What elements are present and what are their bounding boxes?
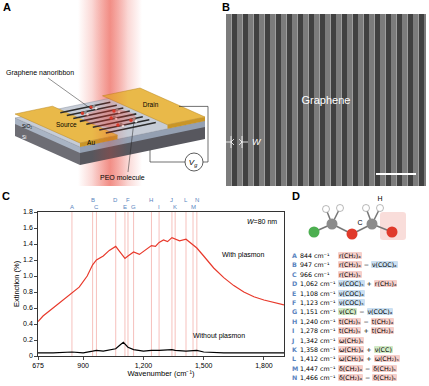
svg-text:0.2: 0.2: [23, 336, 33, 343]
svg-text:H: H: [377, 195, 382, 202]
svg-text:K: K: [173, 204, 177, 210]
svg-text:C: C: [94, 204, 99, 210]
svg-text:0.4: 0.4: [23, 320, 33, 327]
svg-text:Graphene: Graphene: [302, 94, 351, 106]
html-text:N 1,466 cm⁻¹: N 1,466 cm⁻¹: [292, 374, 336, 382]
html-text:947 cm⁻¹: 947 cm⁻¹: [300, 261, 330, 269]
svg-text:A: A: [70, 204, 74, 210]
html-text:r(CH₂)ₐ: r(CH₂)ₐ: [339, 252, 361, 259]
html-text:r(CH₂)ₛ: r(CH₂)ₛ: [339, 270, 361, 278]
html-text:1,358 cm⁻¹: 1,358 cm⁻¹: [300, 346, 336, 354]
svg-text:SiO₂: SiO₂: [22, 123, 32, 129]
svg-text:M: M: [191, 204, 196, 210]
svg-text:N: N: [195, 197, 199, 203]
html-text:ν(COC)ₐ: ν(COC)ₐ: [339, 289, 364, 297]
svg-text:J: J: [170, 197, 173, 203]
svg-text:H: H: [149, 197, 153, 203]
html-text:ω(CH₂)ₐ + ω(CH₂)ₛ: ω(CH₂)ₐ + ω(CH₂)ₛ: [339, 355, 399, 363]
svg-text:C: C: [357, 219, 362, 226]
svg-text:Extinction (%): Extinction (%): [12, 260, 21, 307]
svg-text:1,200: 1,200: [135, 362, 153, 369]
svg-text:0: 0: [29, 352, 33, 359]
html-text:t(CH₂)ₛ + t(CH₂)ₐ: t(CH₂)ₛ + t(CH₂)ₐ: [339, 327, 394, 335]
html-text:ω(CH₂)ₐ + ν(CC): ω(CH₂)ₐ + ν(CC): [339, 346, 392, 354]
html-text:H 1,240 cm⁻¹: H 1,240 cm⁻¹: [292, 317, 336, 325]
svg-text:1.0: 1.0: [23, 272, 33, 279]
html-text:δ(CH₂)ₐ − δ(CH₂)ₛ: δ(CH₂)ₐ − δ(CH₂)ₛ: [339, 364, 396, 372]
svg-text:Graphene nanoribbon: Graphene nanoribbon: [6, 69, 74, 77]
svg-text:1.2: 1.2: [23, 256, 33, 263]
html-text:ν(COC)ₛ + r(CH₂)ₐ: ν(COC)ₛ + r(CH₂)ₐ: [339, 280, 397, 288]
html-text:ν(CC) − ν(COC)ₐ: ν(CC) − ν(COC)ₐ: [339, 308, 393, 316]
svg-text:0.6: 0.6: [23, 304, 33, 311]
html-text:A: A: [292, 252, 297, 259]
html-text:1,412 cm⁻¹: 1,412 cm⁻¹: [300, 355, 336, 363]
html-text:G 1,151 cm⁻¹: G 1,151 cm⁻¹: [292, 308, 336, 316]
svg-text:1.6: 1.6: [23, 224, 33, 231]
svg-text:I: I: [158, 204, 160, 210]
svg-text:0.8: 0.8: [23, 288, 33, 295]
html-text:C: C: [2, 190, 10, 202]
html-text:1,108 cm⁻¹: 1,108 cm⁻¹: [300, 289, 336, 297]
svg-text:Vg: Vg: [189, 158, 198, 168]
svg-text:L: L: [184, 197, 188, 203]
svg-text:Au: Au: [87, 139, 95, 146]
svg-text:W=80 nm: W=80 nm: [247, 218, 277, 225]
html-text:C: C: [292, 270, 297, 278]
svg-text:675: 675: [32, 362, 44, 369]
html-text:ν(COC)ₛ: ν(COC)ₛ: [339, 299, 364, 306]
svg-text:W: W: [252, 137, 262, 147]
html-text:D 1,062 cm⁻¹: D 1,062 cm⁻¹: [292, 280, 336, 288]
html-text:ω(CH₂)ₛ: ω(CH₂)ₛ: [339, 336, 364, 344]
svg-text:900: 900: [77, 362, 89, 369]
svg-text:1.4: 1.4: [23, 240, 33, 247]
html-text:r(CH₂)ₐ − ν(COC)ₐ: r(CH₂)ₐ − ν(COC)ₐ: [339, 261, 397, 269]
html-text:E: E: [292, 289, 297, 297]
html-text:K: K: [292, 346, 297, 354]
html-text:δ(CH₂)ₐ − δ(CH₂)ₛ: δ(CH₂)ₐ − δ(CH₂)ₛ: [339, 374, 396, 382]
html-text:D: D: [292, 190, 300, 202]
svg-text:E: E: [123, 204, 127, 210]
html-text:1,123 cm⁻¹: 1,123 cm⁻¹: [300, 299, 336, 306]
svg-text:Without plasmon: Without plasmon: [193, 332, 245, 340]
html-text:L: L: [292, 355, 296, 363]
html-text:t(CH₂)ₛ − t(CH₂)ₐ: t(CH₂)ₛ − t(CH₂)ₐ: [339, 317, 394, 325]
svg-text:1,800: 1,800: [255, 362, 273, 369]
svg-text:F: F: [126, 197, 130, 203]
html-text:1,342 cm⁻¹: 1,342 cm⁻¹: [300, 336, 336, 344]
svg-text:Drain: Drain: [143, 101, 159, 108]
html-text:A: A: [3, 1, 11, 13]
html-text:844 cm⁻¹: 844 cm⁻¹: [300, 252, 330, 259]
html-text:B: B: [292, 261, 297, 269]
svg-text:PEO molecule: PEO molecule: [100, 174, 145, 181]
html-text:J: J: [292, 336, 295, 344]
svg-text:D: D: [113, 197, 118, 203]
svg-text:1,500: 1,500: [195, 362, 213, 369]
html-text:966 cm⁻¹: 966 cm⁻¹: [300, 270, 330, 278]
html-text:F: F: [292, 299, 297, 306]
html-text:B: B: [222, 1, 230, 13]
svg-text:With plasmon: With plasmon: [222, 251, 265, 259]
html-text:1,278 cm⁻¹: 1,278 cm⁻¹: [300, 327, 336, 335]
svg-text:1.8: 1.8: [23, 208, 33, 215]
svg-text:Wavenumber (cm⁻¹): Wavenumber (cm⁻¹): [128, 369, 195, 378]
svg-text:Source: Source: [56, 121, 77, 128]
svg-text:Si: Si: [22, 134, 26, 140]
svg-text:B: B: [91, 197, 95, 203]
svg-text:G: G: [131, 204, 136, 210]
html-text:I: I: [292, 327, 295, 335]
html-text:M 1,447 cm⁻¹: M 1,447 cm⁻¹: [292, 364, 336, 372]
